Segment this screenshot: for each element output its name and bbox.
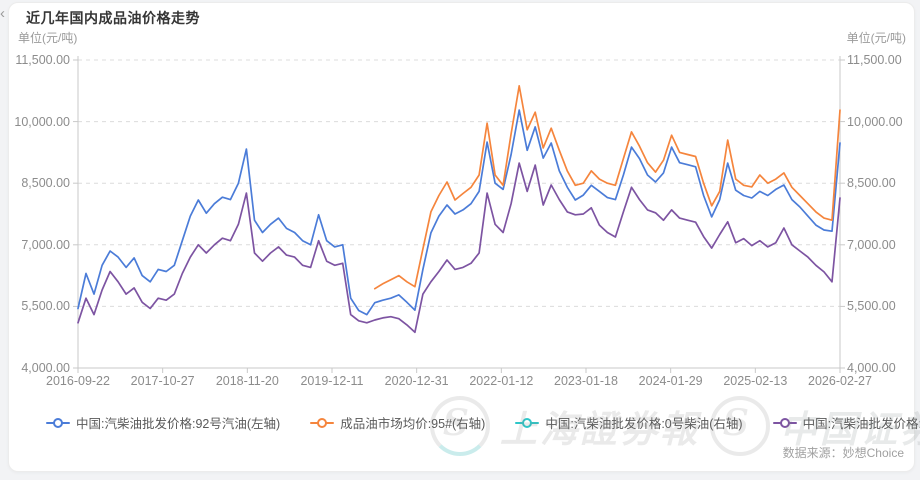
legend-item-0-diesel-left[interactable]: 中国:汽柴油批发价格:0号柴油(左轴): [772, 413, 920, 432]
legend-marker-icon: [46, 417, 70, 428]
legend-item-0-diesel-right[interactable]: 中国:汽柴油批发价格:0号柴油(右轴): [515, 413, 743, 432]
axis-tick-label: 2017-10-27: [130, 374, 195, 388]
axis-tick-label: 10,000.00: [847, 114, 903, 129]
axis-tick-label: 2026-02-27: [808, 374, 872, 388]
legend-label: 中国:汽柴油批发价格:0号柴油(左轴): [802, 417, 920, 431]
legend-label: 成品油市场均价:95#(右轴): [340, 417, 486, 431]
axis-tick-label: 5,500.00: [847, 299, 896, 314]
legend-item-95-market-avg[interactable]: 成品油市场均价:95#(右轴): [310, 413, 485, 432]
axis-tick-label: 2023-01-18: [554, 374, 618, 388]
plot-area[interactable]: [78, 60, 840, 368]
legend-item-92-gasoline[interactable]: 中国:汽柴油批发价格:92号汽油(左轴): [46, 413, 280, 432]
legend-marker-icon: [515, 417, 540, 428]
axis-tick-label: 7,000.00: [847, 237, 896, 252]
axis-tick-label: 2020-12-31: [384, 374, 449, 388]
axis-tick-label: 2025-02-13: [723, 374, 788, 388]
axis-tick-label: 4,000.00: [21, 361, 70, 375]
legend: 中国:汽柴油批发价格:92号汽油(左轴) 成品油市场均价:95#(右轴) 中国:…: [46, 413, 920, 432]
legend-label: 中国:汽柴油批发价格:92号汽油(左轴): [76, 417, 281, 431]
axis-tick-label: 2024-01-29: [638, 374, 703, 388]
axis-tick-label: 2018-11-20: [215, 374, 279, 388]
data-source-label: 数据来源：妙想Choice: [782, 446, 904, 460]
axis-tick-label: 8,500.00: [847, 176, 896, 191]
chart-title: 近几年国内成品油价格走势: [26, 10, 200, 26]
axis-tick-label: 2019-12-11: [300, 374, 364, 388]
unit-label-right: 单位(元/吨): [846, 31, 906, 45]
axis-tick-label: 11,500.00: [15, 53, 70, 67]
axis-tick-label: 2022-01-12: [469, 374, 534, 388]
axis-tick-label: 5,500.00: [21, 299, 70, 314]
axis-tick-label: 7,000.00: [21, 237, 70, 252]
legend-marker-icon: [310, 417, 335, 428]
axis-tick-label: 11,500.00: [847, 53, 902, 67]
axis-tick-label: 2016-09-22: [46, 374, 110, 388]
prev-arrow-icon[interactable]: ‹: [0, 5, 5, 22]
axis-tick-label: 4,000.00: [847, 361, 896, 375]
axis-tick-label: 10,000.00: [14, 114, 70, 129]
unit-label-left: 单位(元/吨): [18, 31, 78, 45]
axis-tick-label: 8,500.00: [21, 176, 70, 191]
legend-marker-icon: [772, 417, 797, 428]
legend-label: 中国:汽柴油批发价格:0号柴油(右轴): [545, 417, 743, 431]
